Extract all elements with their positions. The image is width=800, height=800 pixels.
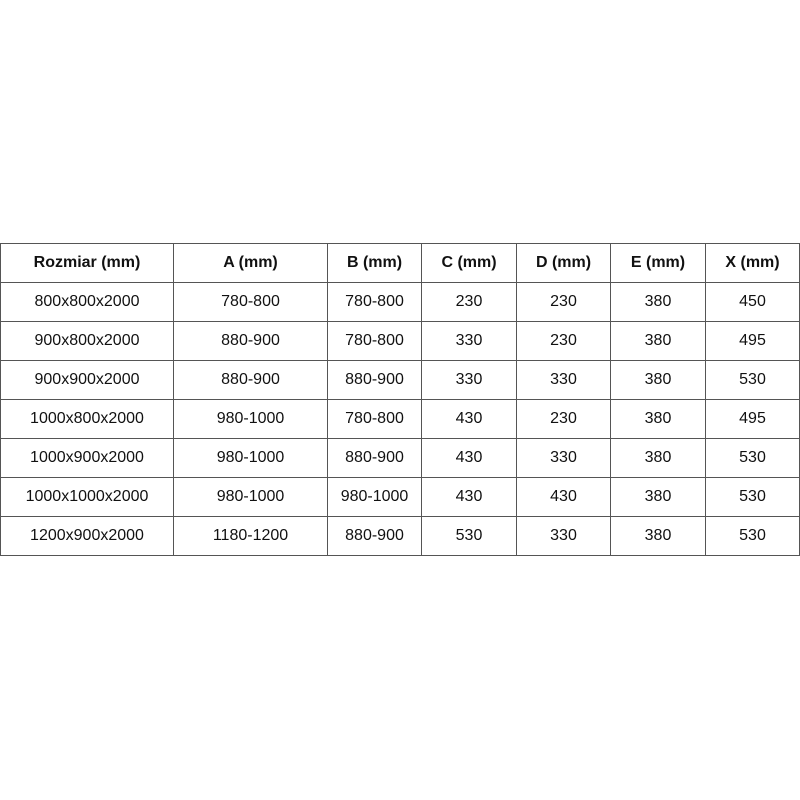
- table-cell: 800x800x2000: [0, 282, 174, 322]
- table-cell: 880-900: [327, 360, 422, 400]
- table-cell: 530: [705, 360, 800, 400]
- table-cell: 530: [421, 516, 517, 556]
- table-row: 1000x1000x2000 980-1000 980-1000 430 430 380 5…: [0, 477, 800, 517]
- table-cell: 780-800: [173, 282, 328, 322]
- table-cell: 530: [705, 438, 800, 478]
- column-header: A (mm): [173, 243, 328, 283]
- table-cell: 880-900: [173, 321, 328, 361]
- table-cell: 1000x800x2000: [0, 399, 174, 439]
- table-cell: 230: [516, 399, 611, 439]
- column-header: D (mm): [516, 243, 611, 283]
- table-cell: 380: [610, 516, 706, 556]
- table-cell: 380: [610, 321, 706, 361]
- table-cell: 1000x1000x2000: [0, 477, 174, 517]
- table-cell: 230: [516, 321, 611, 361]
- column-header: B (mm): [327, 243, 422, 283]
- table-row: 900x800x2000 880-900 780-800 330 230 380 495: [0, 321, 800, 361]
- table-cell: 450: [705, 282, 800, 322]
- table-cell: 1000x900x2000: [0, 438, 174, 478]
- table-cell: 330: [421, 321, 517, 361]
- table-cell: 380: [610, 477, 706, 517]
- table-cell: 980-1000: [173, 438, 328, 478]
- table-cell: 530: [705, 477, 800, 517]
- table-cell: 900x900x2000: [0, 360, 174, 400]
- table-cell: 430: [421, 399, 517, 439]
- table-cell: 780-800: [327, 321, 422, 361]
- table-cell: 380: [610, 360, 706, 400]
- table-cell: 980-1000: [173, 477, 328, 517]
- table-cell: 880-900: [327, 438, 422, 478]
- table-cell: 430: [421, 438, 517, 478]
- table-cell: 330: [516, 516, 611, 556]
- table-cell: 380: [610, 438, 706, 478]
- table-cell: 980-1000: [173, 399, 328, 439]
- table-cell: 780-800: [327, 282, 422, 322]
- table-row: 800x800x2000 780-800 780-800 230 230 380 450: [0, 282, 800, 322]
- table-cell: 330: [516, 360, 611, 400]
- table-cell: 330: [421, 360, 517, 400]
- table-cell: 780-800: [327, 399, 422, 439]
- table-cell: 880-900: [173, 360, 328, 400]
- table-cell: 980-1000: [327, 477, 422, 517]
- dimensions-table: Rozmiar (mm) A (mm) B (mm) C (mm) D (mm) E (m…: [0, 243, 800, 556]
- table-row: 900x900x2000 880-900 880-900 330 330 380 530: [0, 360, 800, 400]
- table-cell: 430: [421, 477, 517, 517]
- table-cell: 1200x900x2000: [0, 516, 174, 556]
- table-cell: 495: [705, 399, 800, 439]
- table-cell: 380: [610, 399, 706, 439]
- column-header: E (mm): [610, 243, 706, 283]
- table-cell: 880-900: [327, 516, 422, 556]
- table-cell: 430: [516, 477, 611, 517]
- table-cell: 900x800x2000: [0, 321, 174, 361]
- table-cell: 330: [516, 438, 611, 478]
- table-cell: 530: [705, 516, 800, 556]
- table-header-row: Rozmiar (mm) A (mm) B (mm) C (mm) D (mm) E (m…: [0, 243, 800, 283]
- table-row: 1000x900x2000 980-1000 880-900 430 330 380 530: [0, 438, 800, 478]
- table-cell: 230: [516, 282, 611, 322]
- column-header: C (mm): [421, 243, 517, 283]
- table-row: 1000x800x2000 980-1000 780-800 430 230 380 495: [0, 399, 800, 439]
- table-cell: 1180-1200: [173, 516, 328, 556]
- table-cell: 495: [705, 321, 800, 361]
- column-header: X (mm): [705, 243, 800, 283]
- table-row: 1200x900x2000 1180-1200 880-900 530 330 380 53…: [0, 516, 800, 556]
- column-header: Rozmiar (mm): [0, 243, 174, 283]
- table-cell: 230: [421, 282, 517, 322]
- table-cell: 380: [610, 282, 706, 322]
